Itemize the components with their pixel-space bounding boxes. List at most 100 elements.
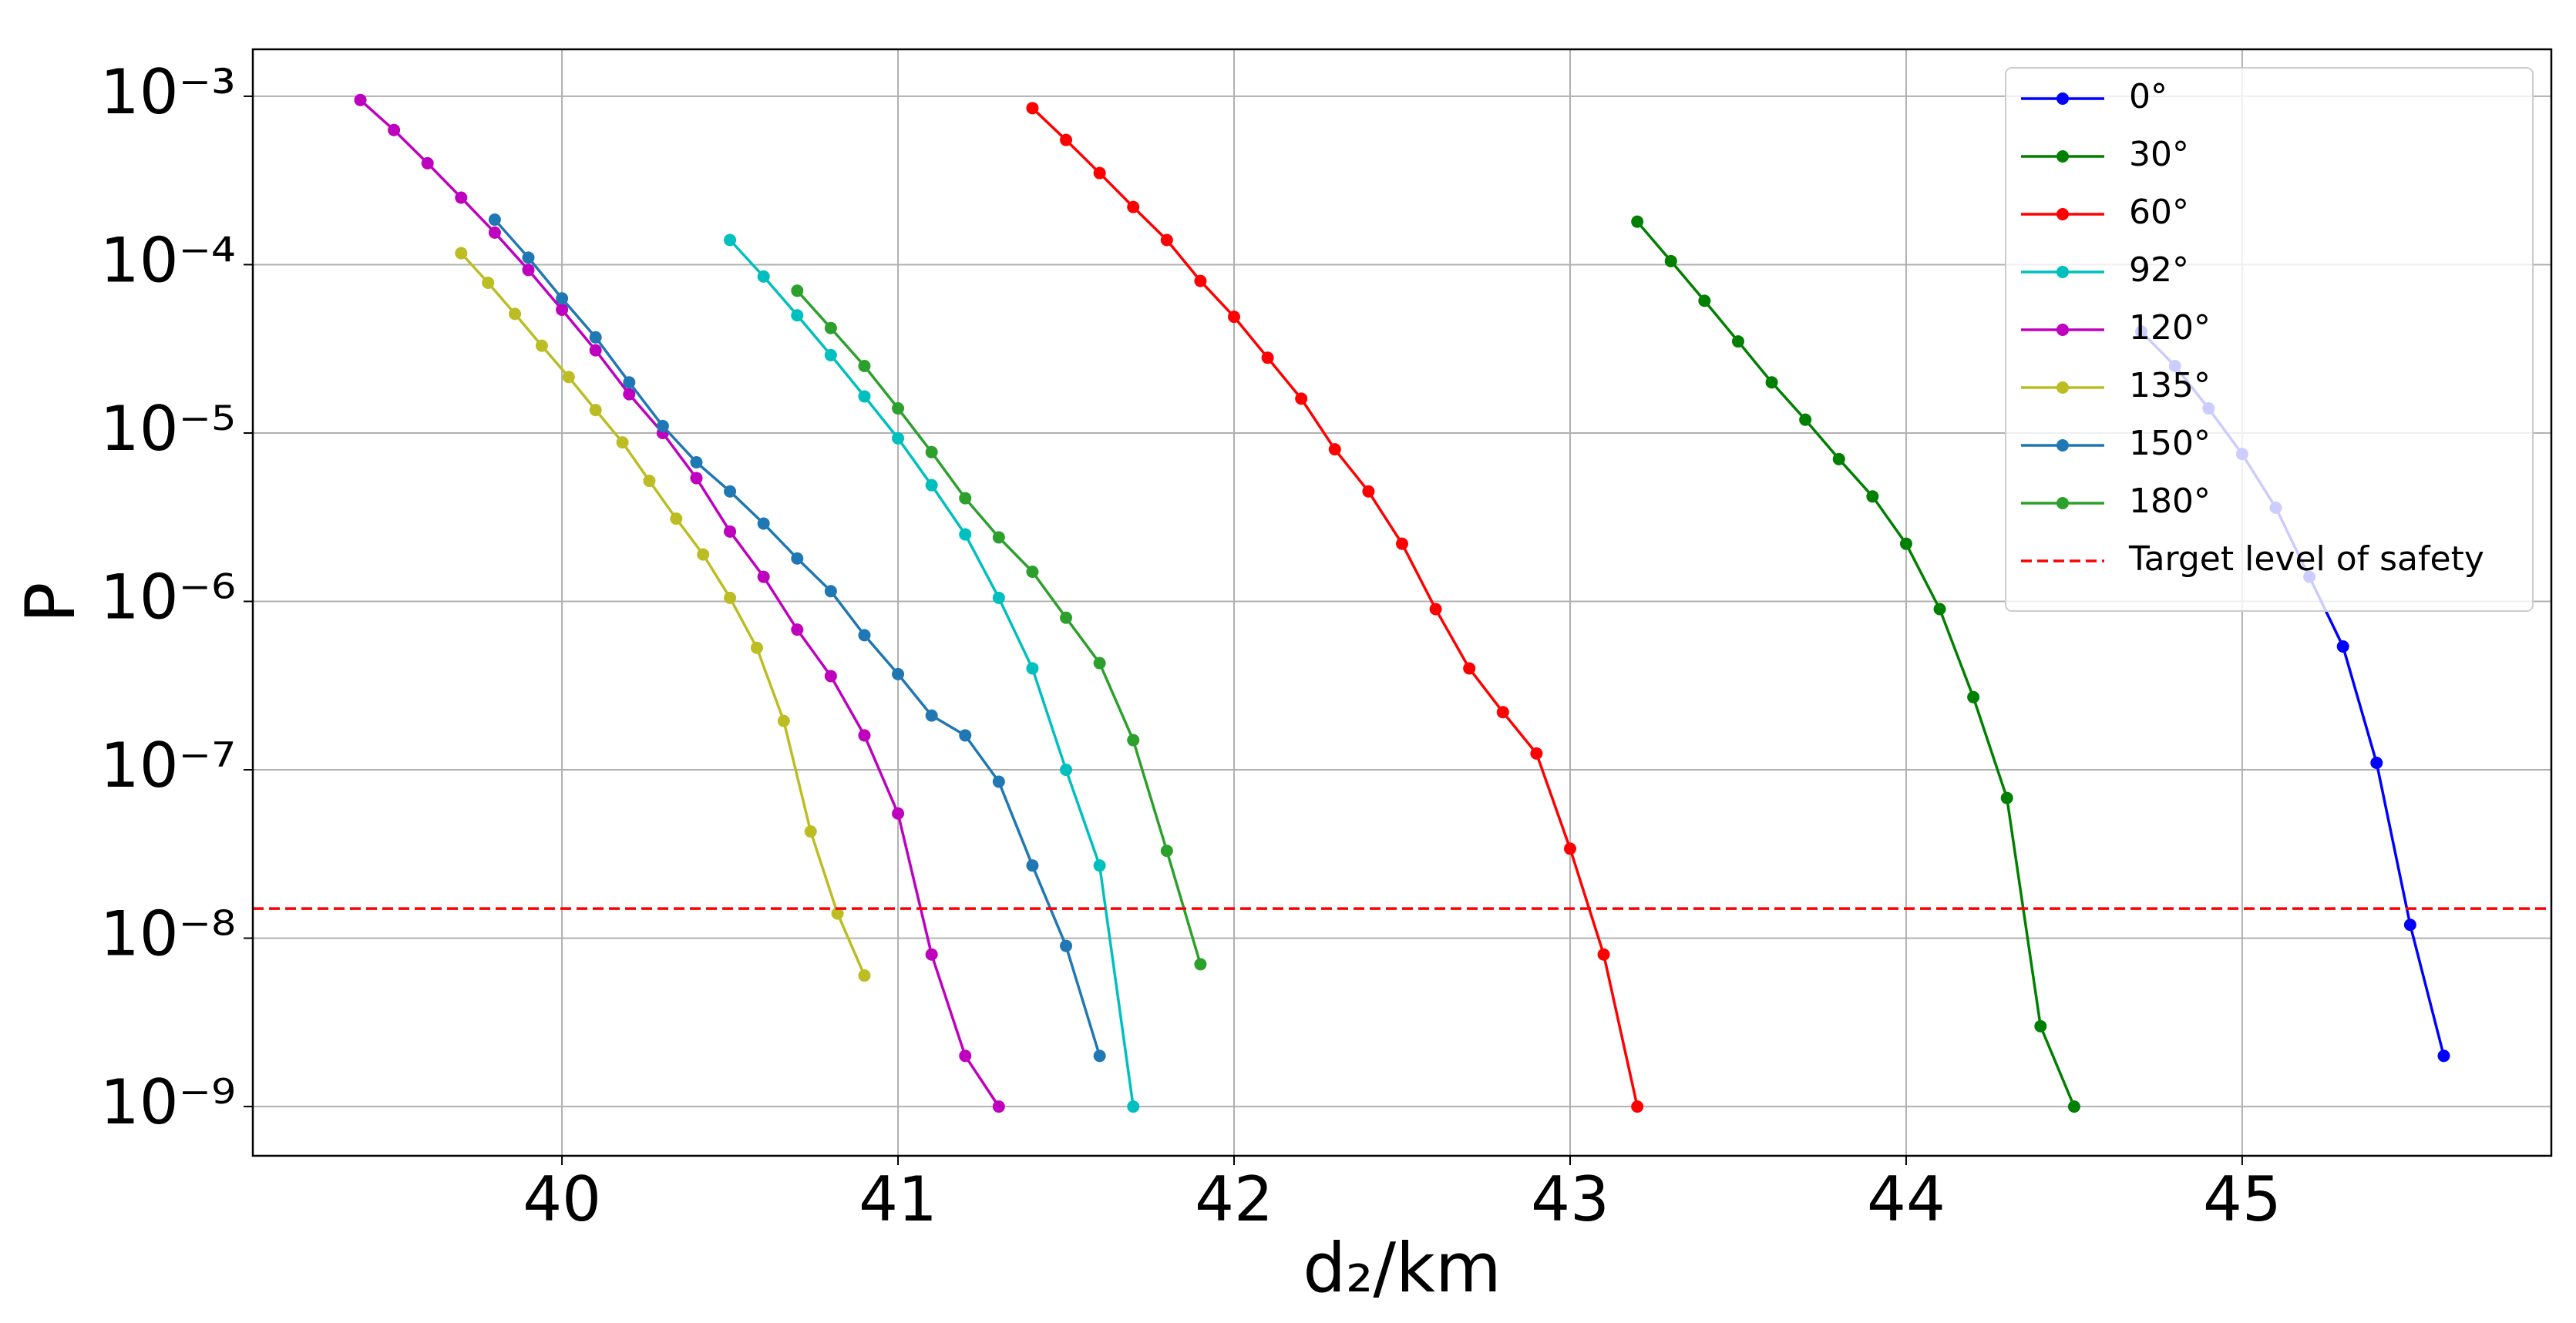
data-point <box>804 825 817 838</box>
data-point <box>1866 490 1879 503</box>
legend-label: 180° <box>2129 482 2211 521</box>
series-line <box>1636 220 2076 1107</box>
data-point <box>2437 1049 2450 1063</box>
data-point <box>1127 200 1140 213</box>
data-point <box>925 948 938 961</box>
data-point <box>388 123 401 136</box>
legend-label: 30° <box>2129 135 2189 174</box>
data-point <box>724 233 737 247</box>
data-point <box>623 376 636 389</box>
y-tick-label: 10⁻⁹ <box>100 1066 236 1138</box>
data-point <box>2034 1019 2047 1033</box>
y-axis-label: P <box>11 582 90 623</box>
data-point <box>589 331 602 344</box>
data-point <box>1060 939 1073 952</box>
data-point <box>1698 294 1711 307</box>
data-point <box>522 251 535 264</box>
data-point <box>421 156 434 170</box>
data-point <box>925 709 938 722</box>
legend-label: 150° <box>2129 424 2211 463</box>
data-point <box>1530 747 1543 760</box>
legend-label: 135° <box>2129 366 2211 405</box>
data-point <box>1093 166 1106 180</box>
x-tick-label: 45 <box>2203 1164 2282 1235</box>
y-tick-label: 10⁻⁷ <box>100 730 236 801</box>
data-point <box>992 531 1005 544</box>
data-point <box>824 348 837 361</box>
data-point <box>959 528 972 541</box>
data-point <box>556 292 569 305</box>
data-point <box>1261 351 1274 364</box>
data-point <box>616 436 629 449</box>
data-point <box>1967 690 1980 703</box>
data-point <box>556 303 569 316</box>
x-tick-label: 42 <box>1195 1164 1273 1235</box>
data-point <box>690 472 703 485</box>
data-point <box>1463 662 1476 675</box>
data-point <box>757 517 770 530</box>
data-point <box>992 775 1005 788</box>
legend-label: Target level of safety <box>2128 539 2484 579</box>
data-point <box>892 402 905 415</box>
legend-label: 92° <box>2129 250 2189 290</box>
data-point <box>535 339 548 352</box>
data-point <box>1060 133 1073 146</box>
data-point <box>750 641 763 654</box>
data-point <box>892 431 905 445</box>
data-point <box>1026 566 1039 579</box>
data-point <box>455 191 468 204</box>
data-point <box>925 478 938 492</box>
data-point <box>791 552 804 565</box>
data-point <box>488 226 501 239</box>
legend-marker <box>2056 439 2069 452</box>
legend-label: 0° <box>2129 77 2167 116</box>
data-point <box>858 390 871 403</box>
legend-marker <box>2056 266 2069 278</box>
x-tick-label: 43 <box>1531 1164 1609 1235</box>
data-point <box>1631 1100 1644 1113</box>
data-point <box>2370 756 2383 769</box>
data-point <box>1899 537 1912 550</box>
legend-box <box>2005 67 2534 612</box>
legend-marker <box>2056 208 2069 220</box>
legend-marker <box>2056 324 2069 336</box>
data-point <box>1127 734 1140 747</box>
data-point <box>1060 764 1073 777</box>
data-point <box>1631 215 1644 228</box>
x-axis-label: d₂/km <box>1303 1228 1501 1308</box>
data-point <box>1597 948 1610 961</box>
data-point <box>757 270 770 283</box>
data-point <box>1026 662 1039 675</box>
y-tick-label: 10⁻⁶ <box>100 561 236 633</box>
data-point <box>522 264 535 277</box>
data-point <box>1429 603 1442 616</box>
data-point <box>1026 102 1039 115</box>
legend-marker <box>2056 497 2069 509</box>
data-point <box>892 667 905 680</box>
data-point <box>488 213 501 227</box>
data-point <box>1765 376 1778 389</box>
data-point <box>824 670 837 683</box>
x-tick-label: 41 <box>859 1164 937 1235</box>
data-point <box>697 548 710 561</box>
data-point <box>959 1049 972 1063</box>
legend: 0° 30° 60° 92° 120° 135° 150° 180° Target level … <box>2005 67 2534 612</box>
data-point <box>724 591 737 604</box>
data-point <box>858 360 871 373</box>
data-point <box>482 277 495 290</box>
data-point <box>1496 706 1509 719</box>
data-point <box>824 321 837 334</box>
ticks: 40 41 42 43 44 45 10⁻³ 10⁻⁴ 10⁻⁵ 10⁻⁶ 10⁻⁷ 10⁻⁸ 10⁻⁹ <box>100 56 2282 1235</box>
data-point <box>791 623 804 636</box>
data-point <box>1127 1100 1140 1113</box>
data-point <box>690 455 703 468</box>
data-point <box>724 525 737 538</box>
data-point <box>992 1100 1005 1113</box>
data-point <box>1194 958 1207 971</box>
series-line <box>359 99 1000 1108</box>
data-point <box>892 807 905 820</box>
y-tick-label: 10⁻³ <box>100 56 236 128</box>
data-point <box>2067 1100 2080 1113</box>
data-point <box>1933 603 1946 616</box>
